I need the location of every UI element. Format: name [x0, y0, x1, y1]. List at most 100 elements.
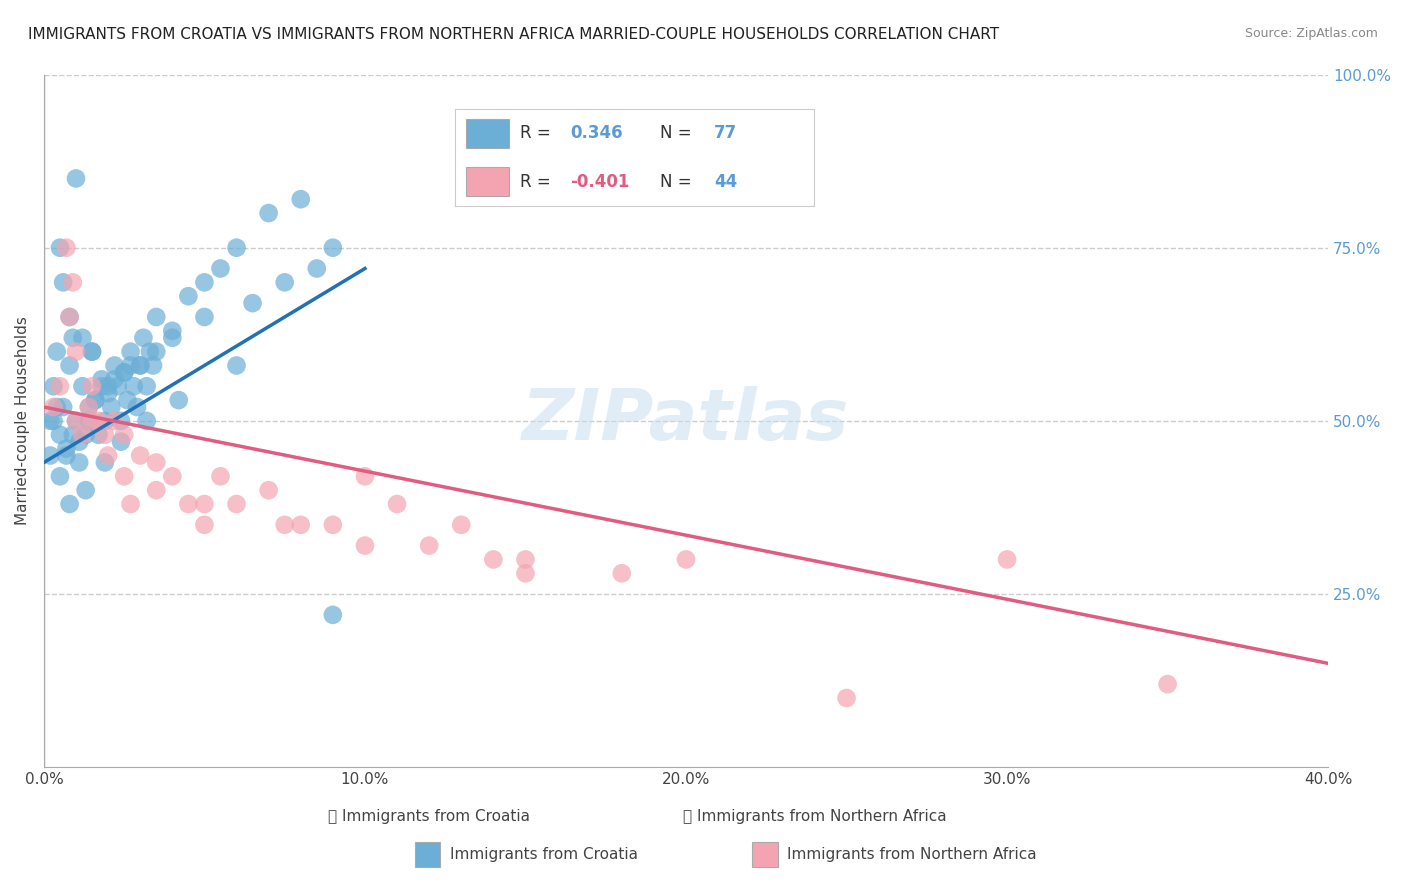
Point: [87, 414, 110, 428]
Point: [67, 434, 90, 449]
Point: [112, 469, 135, 483]
Point: [290, 517, 312, 532]
Y-axis label: Married-couple Households: Married-couple Households: [15, 317, 30, 525]
Point: [132, 331, 155, 345]
Point: [62, 276, 84, 290]
Point: [65, 414, 87, 428]
Point: [120, 497, 142, 511]
Point: [162, 331, 184, 345]
Point: [193, 517, 215, 532]
Point: [225, 359, 247, 373]
Point: [80, 414, 103, 428]
Point: [209, 469, 232, 483]
Text: Source: ZipAtlas.com: Source: ZipAtlas.com: [1244, 27, 1378, 40]
Point: [45, 344, 67, 359]
Point: [45, 400, 67, 414]
Point: [100, 400, 122, 414]
Point: [257, 483, 280, 498]
Point: [675, 552, 697, 566]
Point: [87, 427, 110, 442]
Point: [322, 517, 344, 532]
Point: [72, 427, 94, 442]
Point: [90, 379, 112, 393]
Point: [77, 400, 100, 414]
Point: [97, 449, 120, 463]
Point: [142, 359, 165, 373]
Point: [58, 310, 80, 324]
Point: [995, 552, 1018, 566]
Point: [84, 393, 107, 408]
Point: [242, 296, 264, 310]
Text: ZIPatlas: ZIPatlas: [522, 386, 849, 456]
Point: [55, 241, 77, 255]
Point: [125, 400, 148, 414]
Point: [103, 359, 125, 373]
Point: [145, 455, 167, 469]
Point: [58, 359, 80, 373]
Point: [77, 400, 100, 414]
Point: [610, 566, 633, 581]
Point: [209, 261, 232, 276]
Text: ⬜ Immigrants from Northern Africa: ⬜ Immigrants from Northern Africa: [683, 809, 946, 824]
Point: [112, 365, 135, 379]
Point: [112, 365, 135, 379]
Point: [177, 289, 200, 303]
Point: [62, 427, 84, 442]
Point: [39, 449, 62, 463]
Point: [273, 517, 295, 532]
Point: [55, 449, 77, 463]
Point: [94, 414, 117, 428]
Point: [52, 400, 75, 414]
Text: Immigrants from Croatia: Immigrants from Croatia: [450, 847, 638, 862]
Point: [145, 344, 167, 359]
Point: [39, 414, 62, 428]
Point: [193, 276, 215, 290]
Point: [110, 414, 132, 428]
Point: [65, 171, 87, 186]
Point: [94, 455, 117, 469]
Point: [145, 483, 167, 498]
Point: [193, 497, 215, 511]
Point: [1156, 677, 1178, 691]
Point: [482, 552, 505, 566]
Point: [354, 469, 377, 483]
Point: [80, 344, 103, 359]
Point: [42, 400, 65, 414]
Point: [72, 331, 94, 345]
Point: [90, 372, 112, 386]
Point: [129, 359, 152, 373]
Point: [322, 241, 344, 255]
Point: [290, 192, 312, 206]
Point: [354, 539, 377, 553]
Point: [55, 442, 77, 456]
Point: [80, 379, 103, 393]
Point: [49, 379, 72, 393]
Point: [65, 414, 87, 428]
Point: [58, 497, 80, 511]
Point: [65, 344, 87, 359]
Point: [273, 276, 295, 290]
Point: [162, 469, 184, 483]
Point: [322, 607, 344, 622]
Point: [120, 344, 142, 359]
Point: [225, 241, 247, 255]
Point: [49, 427, 72, 442]
Point: [72, 379, 94, 393]
Point: [107, 379, 129, 393]
Point: [225, 497, 247, 511]
Point: [42, 379, 65, 393]
Point: [75, 427, 97, 442]
Text: IMMIGRANTS FROM CROATIA VS IMMIGRANTS FROM NORTHERN AFRICA MARRIED-COUPLE HOUSEH: IMMIGRANTS FROM CROATIA VS IMMIGRANTS FR…: [28, 27, 1000, 42]
Point: [257, 206, 280, 220]
Point: [515, 552, 537, 566]
Point: [450, 517, 472, 532]
Point: [835, 691, 858, 706]
Point: [135, 414, 157, 428]
Point: [80, 344, 103, 359]
Point: [49, 241, 72, 255]
Point: [167, 393, 190, 408]
Point: [193, 310, 215, 324]
Point: [97, 379, 120, 393]
Point: [135, 379, 157, 393]
Point: [418, 539, 440, 553]
